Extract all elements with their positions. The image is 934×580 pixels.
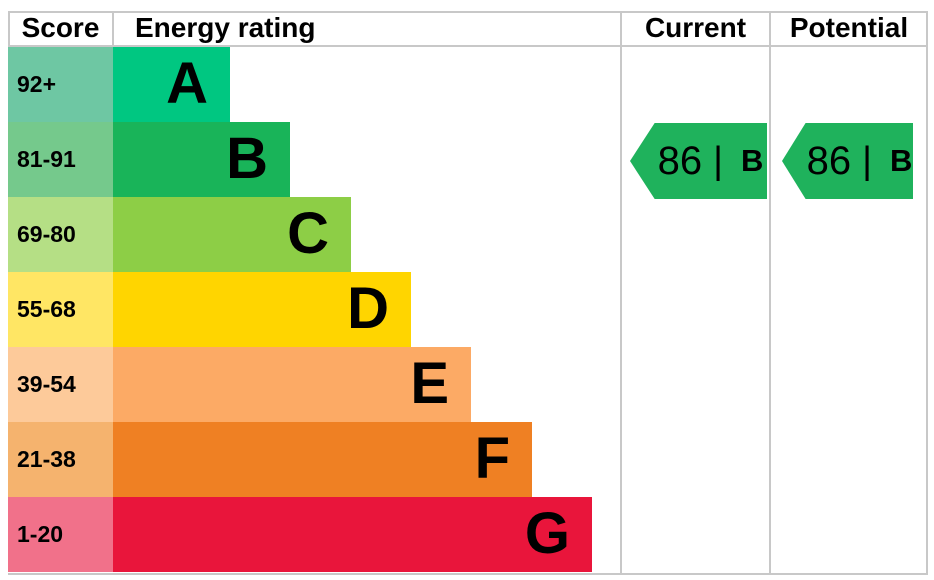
potential-band-letter: B	[889, 143, 913, 178]
column-header-score: Score	[21, 12, 100, 43]
current-band-letter: B	[740, 143, 764, 178]
column-header-energy-rating: Energy rating	[135, 12, 316, 43]
potential-column-divider	[769, 11, 771, 575]
score-column-divider	[112, 11, 114, 47]
score-range-label: 21-38	[8, 422, 113, 497]
energy-band-bar-c: C	[113, 197, 351, 272]
score-range-label: 69-80	[8, 197, 113, 272]
energy-band-bar-e: E	[113, 347, 471, 422]
current-score-value: 86	[657, 138, 703, 183]
energy-band-bar-g: G	[113, 497, 592, 572]
energy-band-bar-a: A	[113, 47, 230, 122]
band-row-d: 55-68 D	[8, 272, 592, 347]
band-row-g: 1-20 G	[8, 497, 592, 572]
score-range-label: 81-91	[8, 122, 113, 197]
current-rating-marker: 86 | B	[630, 123, 767, 199]
score-range-label: 55-68	[8, 272, 113, 347]
band-row-c: 69-80 C	[8, 197, 592, 272]
table-border-left	[8, 11, 10, 47]
score-band-separator: |	[713, 139, 723, 182]
band-row-f: 21-38 F	[8, 422, 592, 497]
score-band-separator: |	[862, 139, 872, 182]
energy-band-bar-b: B	[113, 122, 290, 197]
band-row-a: 92+ A	[8, 47, 592, 122]
header-divider-line	[8, 45, 928, 47]
band-row-b: 81-91 B	[8, 122, 592, 197]
energy-bands: 92+ A 81-91 B 69-80 C 55-68 D 39-54 E 21-38 F 1-20 G	[8, 47, 592, 572]
potential-rating-marker: 86 | B	[782, 123, 913, 199]
table-border-bottom	[8, 573, 928, 575]
energy-band-bar-d: D	[113, 272, 411, 347]
band-row-e: 39-54 E	[8, 347, 592, 422]
score-range-label: 1-20	[8, 497, 113, 572]
potential-score-value: 86	[806, 138, 852, 183]
score-range-label: 39-54	[8, 347, 113, 422]
table-border-top	[8, 11, 928, 13]
column-header-potential: Potential	[789, 12, 909, 43]
current-column-divider	[620, 11, 622, 575]
energy-band-bar-f: F	[113, 422, 532, 497]
column-header-current: Current	[644, 12, 747, 43]
score-range-label: 92+	[8, 47, 113, 122]
table-border-right	[926, 11, 928, 575]
